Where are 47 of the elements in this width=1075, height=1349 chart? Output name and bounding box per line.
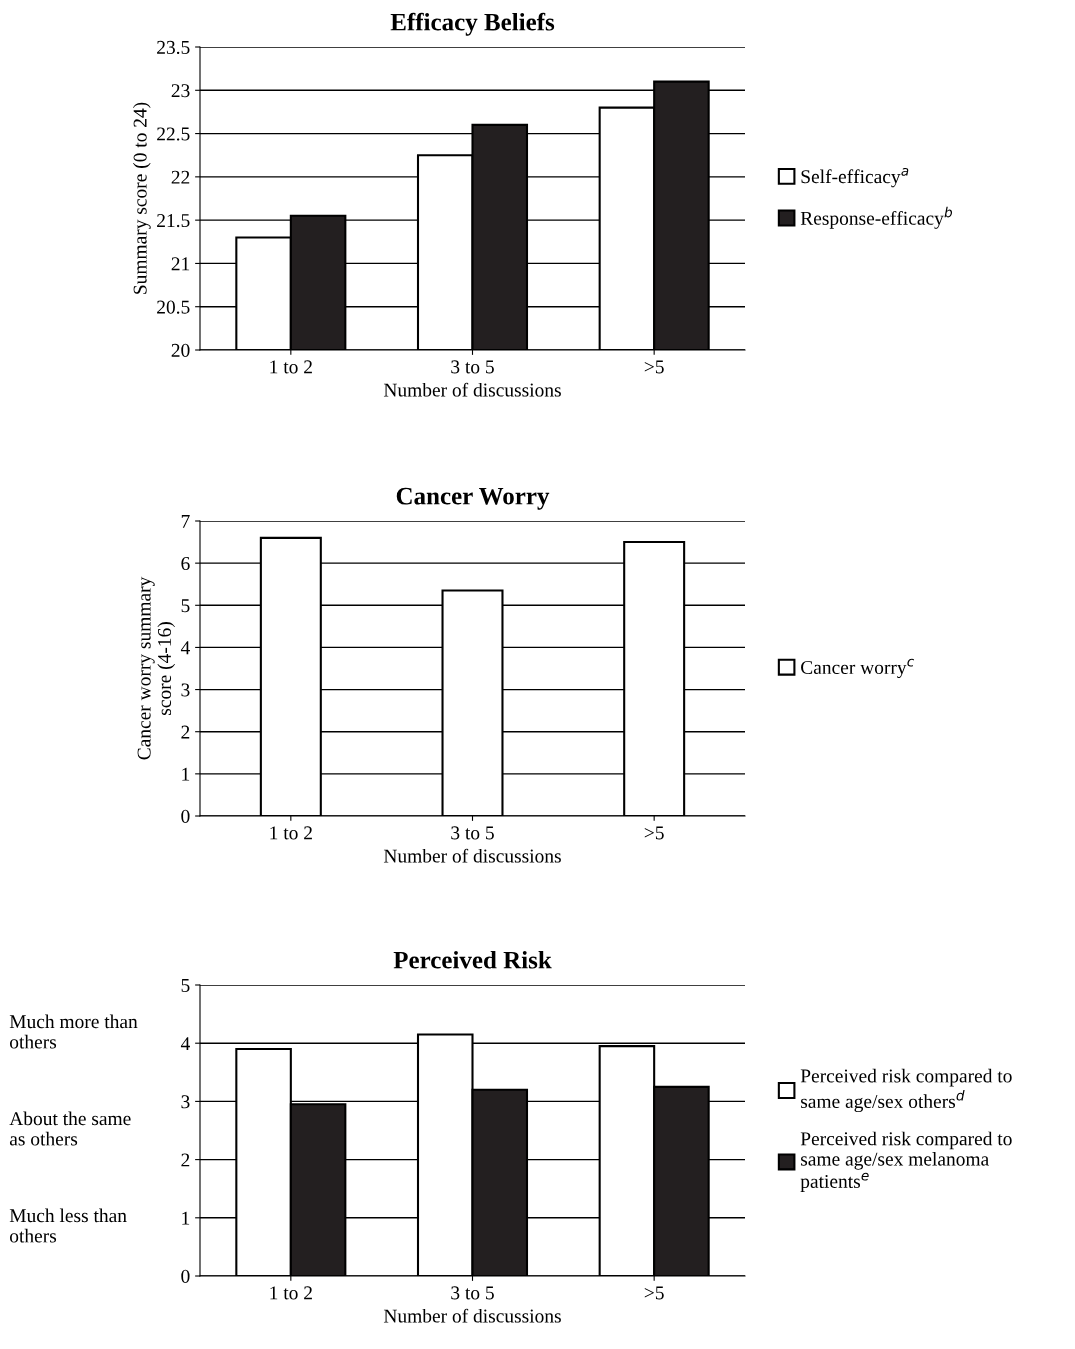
x-tick-label: >5 xyxy=(644,360,664,374)
y-axis-title: Summary score (0 to 24) xyxy=(133,102,151,294)
y-axis-title: Cancer worry summary score (4-16) xyxy=(137,576,175,760)
y-tick-label: 2 xyxy=(181,1153,190,1167)
text: Much more than others xyxy=(9,1014,138,1049)
x-axis-title: Number of discussions xyxy=(383,1308,561,1323)
y-tick-label: 20 xyxy=(171,343,190,357)
chart-title: Perceived Risk xyxy=(393,950,552,969)
y-tick-label: 0 xyxy=(181,809,190,823)
legend-label: Self-efficacy$^{a}$ xyxy=(801,167,909,188)
x-axis-title: Number of discussions xyxy=(383,382,561,397)
y-tick-label: 21 xyxy=(171,257,190,271)
chart-title: Cancer Worry xyxy=(396,487,550,510)
y-tick-label: 0 xyxy=(181,1269,190,1283)
y-tick-label: 3 xyxy=(181,1095,190,1109)
x-tick-label: 3 to 5 xyxy=(451,360,494,374)
legend-label: Cancer worry$^{c}$ xyxy=(801,658,915,679)
legend-label: Perceived risk compared to same age/sex others$^{d}$ xyxy=(800,1068,1012,1113)
x-tick-label: 1 to 2 xyxy=(270,1286,312,1300)
y-tick-label: 5 xyxy=(181,599,190,613)
y-tick-label: 2 xyxy=(181,725,190,739)
y-tick-label: 6 xyxy=(181,557,190,571)
x-axis-title: Number of discussions xyxy=(383,848,561,863)
y-tick-label: 3 xyxy=(181,683,190,697)
x-tick-label: 3 to 5 xyxy=(451,1286,494,1300)
legend-label: Perceived risk compared to same age/sex melanoma patients$^{e}$ xyxy=(800,1131,1012,1192)
y-tick-label: 22 xyxy=(171,170,190,184)
x-tick-label: 1 to 2 xyxy=(270,826,312,840)
y-tick-label: 22.5 xyxy=(157,127,190,141)
y-tick-label: 23 xyxy=(171,84,190,98)
x-tick-label: 1 to 2 xyxy=(270,360,312,374)
text: Much less than others xyxy=(9,1208,127,1243)
chart-title: Efficacy Beliefs xyxy=(390,12,555,36)
y-tick-label: 20.5 xyxy=(157,300,190,314)
y-tick-label: 1 xyxy=(182,1211,190,1225)
y-tick-label: 21.5 xyxy=(157,214,190,228)
x-tick-label: >5 xyxy=(644,826,664,840)
y-tick-label: 23.5 xyxy=(157,40,190,55)
x-tick-label: 3 to 5 xyxy=(451,826,494,840)
y-tick-label: 5 xyxy=(181,979,190,992)
legend-label: Response-efficacy$^{b}$ xyxy=(800,206,953,229)
x-tick-label: >5 xyxy=(644,1286,664,1300)
y-tick-label: 1 xyxy=(182,767,190,781)
y-tick-label: 4 xyxy=(180,1037,190,1050)
y-tick-label: 7 xyxy=(181,515,190,528)
text: About the same as others xyxy=(9,1111,131,1146)
y-tick-label: 4 xyxy=(180,641,190,655)
